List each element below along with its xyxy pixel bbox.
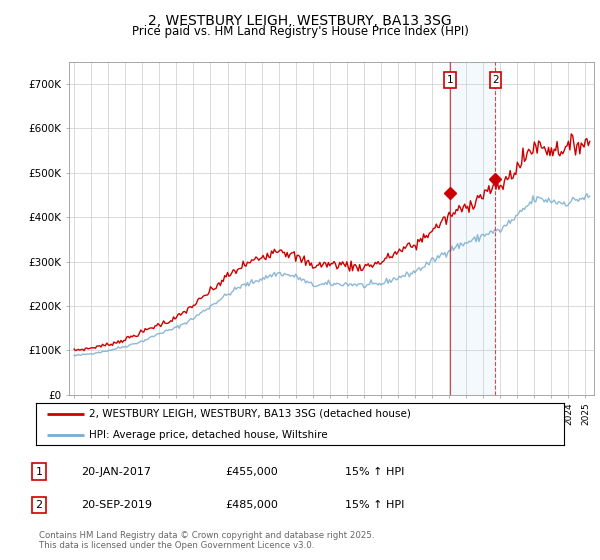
- Text: Price paid vs. HM Land Registry's House Price Index (HPI): Price paid vs. HM Land Registry's House …: [131, 25, 469, 38]
- Text: 2: 2: [35, 500, 43, 510]
- Text: 15% ↑ HPI: 15% ↑ HPI: [345, 500, 404, 510]
- Text: £485,000: £485,000: [225, 500, 278, 510]
- Text: 20-SEP-2019: 20-SEP-2019: [81, 500, 152, 510]
- Text: Contains HM Land Registry data © Crown copyright and database right 2025.
This d: Contains HM Land Registry data © Crown c…: [39, 530, 374, 550]
- Text: 2, WESTBURY LEIGH, WESTBURY, BA13 3SG (detached house): 2, WESTBURY LEIGH, WESTBURY, BA13 3SG (d…: [89, 409, 410, 419]
- Text: £455,000: £455,000: [225, 466, 278, 477]
- Text: 2: 2: [492, 75, 499, 85]
- Text: 15% ↑ HPI: 15% ↑ HPI: [345, 466, 404, 477]
- Text: 1: 1: [446, 75, 453, 85]
- Bar: [450, 62, 496, 395]
- Text: 20-JAN-2017: 20-JAN-2017: [81, 466, 151, 477]
- Text: 1: 1: [35, 466, 43, 477]
- Text: HPI: Average price, detached house, Wiltshire: HPI: Average price, detached house, Wilt…: [89, 430, 328, 440]
- Text: 2, WESTBURY LEIGH, WESTBURY, BA13 3SG: 2, WESTBURY LEIGH, WESTBURY, BA13 3SG: [148, 14, 452, 28]
